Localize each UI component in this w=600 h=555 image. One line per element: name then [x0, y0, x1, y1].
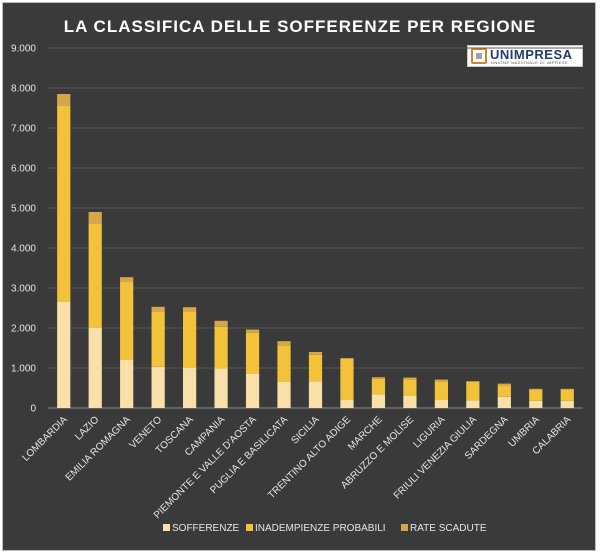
bar-segment-inadempienze-probabili [529, 390, 543, 401]
bar-segment-inadempienze-probabili [434, 381, 448, 400]
legend-label: SOFFERENZE [172, 523, 240, 534]
y-tick-label: 3.000 [11, 284, 36, 295]
bar-segment-rate-scadute [371, 377, 386, 379]
y-tick-label: 6.000 [11, 164, 36, 175]
y-tick-label: 2.000 [11, 324, 36, 335]
bar-segment-rate-scadute [434, 379, 448, 382]
bar-segment-inadempienze-probabili [277, 345, 291, 382]
bars [57, 94, 574, 408]
y-tick-label: 0 [30, 404, 36, 415]
y-tick-label: 1.000 [11, 364, 36, 375]
bar-segment-inadempienze-probabili [340, 358, 354, 400]
bar-segment-sofferenze [183, 368, 197, 408]
bar-segment-sofferenze [88, 328, 102, 408]
chart-title: LA CLASSIFICA DELLE SOFFERENZE PER REGIO… [63, 17, 537, 36]
bar-segment-rate-scadute [245, 329, 260, 333]
y-tick-label: 9.000 [11, 44, 36, 55]
y-tick-label: 7.000 [11, 124, 36, 135]
bar-segment-rate-scadute [277, 341, 291, 346]
bar-segment-sofferenze [529, 400, 543, 408]
bar-segment-rate-scadute [340, 358, 354, 359]
bar-segment-sofferenze [497, 396, 511, 408]
y-tick-label: 4.000 [11, 244, 36, 255]
bar-segment-inadempienze-probabili [497, 385, 511, 397]
bar-segment-rate-scadute [560, 388, 574, 390]
y-axis: 0 1.000 2.000 3.000 4.000 5.000 6.000 7.000 8.00… [11, 44, 36, 415]
bar-segment-inadempienze-probabili [88, 224, 102, 328]
bar-segment-inadempienze-probabili [214, 326, 228, 369]
bar-segment-rate-scadute [151, 306, 165, 312]
bar-segment-rate-scadute [57, 94, 71, 106]
bar-segment-sofferenze [245, 373, 260, 408]
legend-label: INADEMPIENZE PROBABILI [255, 523, 386, 534]
logo-name: UNIMPRESA [490, 47, 573, 62]
bar-segment-inadempienze-probabili [151, 312, 165, 367]
bar-segment-inadempienze-probabili [560, 390, 574, 401]
bar-segment-inadempienze-probabili [245, 332, 260, 374]
bar-segment-rate-scadute [403, 377, 417, 380]
bar-segment-sofferenze [120, 360, 134, 408]
y-tick-label: 8.000 [11, 84, 36, 95]
bar-segment-sofferenze [560, 400, 574, 408]
bar-segment-rate-scadute [88, 212, 102, 224]
logo-mark-icon [471, 48, 487, 64]
legend-swatch [401, 524, 408, 531]
x-tick-label: LOMBARDIA [20, 414, 70, 464]
bar-segment-inadempienze-probabili [308, 354, 323, 382]
legend-label: RATE SCADUTE [410, 523, 487, 534]
bar-segment-rate-scadute [529, 388, 543, 390]
bar-segment-inadempienze-probabili [403, 379, 417, 396]
y-tick-label: 5.000 [11, 204, 36, 215]
bar-segment-sofferenze [340, 399, 354, 408]
bar-segment-sofferenze [371, 394, 386, 408]
unimpresa-logo: UNIMPRESA UNIONE NAZIONALE DI IMPRESE [467, 45, 583, 67]
bar-segment-inadempienze-probabili [57, 106, 71, 302]
bar-segment-sofferenze [308, 381, 323, 408]
bar-segment-sofferenze [403, 396, 417, 408]
bar-segment-rate-scadute [183, 307, 197, 312]
bar-segment-sofferenze [151, 366, 165, 408]
legend-swatch [163, 524, 170, 531]
bar-segment-rate-scadute [214, 320, 228, 327]
bar-segment-sofferenze [57, 302, 71, 408]
x-tick-label: LAZIO [73, 414, 101, 442]
bar-segment-sofferenze [214, 368, 228, 408]
legend-swatch [246, 524, 253, 531]
bar-segment-rate-scadute [497, 383, 511, 386]
bar-segment-sofferenze [466, 400, 480, 408]
bar-segment-inadempienze-probabili [466, 382, 480, 401]
bar-segment-inadempienze-probabili [120, 282, 134, 360]
bar-segment-inadempienze-probabili [183, 311, 197, 368]
bar-segment-inadempienze-probabili [371, 378, 386, 395]
logo-tagline: UNIONE NAZIONALE DI IMPRESE [491, 60, 569, 65]
bar-segment-rate-scadute [466, 381, 480, 382]
bar-segment-rate-scadute [120, 277, 134, 282]
legend: SOFFERENZE INADEMPIENZE PROBABILI RATE SCA… [163, 523, 487, 534]
bar-segment-sofferenze [434, 399, 448, 408]
bar-segment-sofferenze [277, 382, 291, 408]
bar-segment-rate-scadute [308, 352, 323, 355]
